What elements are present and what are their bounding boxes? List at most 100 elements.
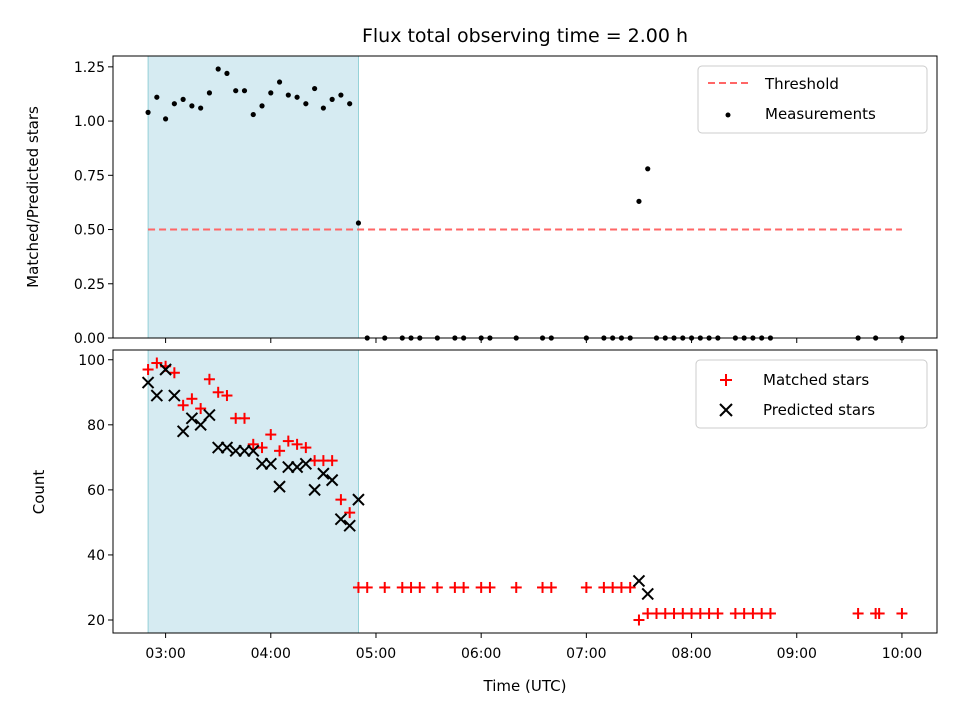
- measurement-point: [285, 92, 291, 98]
- predicted-star-point: [264, 457, 277, 471]
- predicted-star-point: [141, 376, 155, 389]
- lower-legend-box: [695, 359, 928, 429]
- matched-star-point: [624, 581, 636, 593]
- matched-star-point: [282, 435, 294, 447]
- matched-star-point: [361, 581, 373, 593]
- legend-predicted-swatch: [719, 403, 733, 417]
- measurement-point: [145, 109, 151, 115]
- matched-star-point: [212, 386, 224, 398]
- y-tick-label: 0.00: [74, 331, 105, 347]
- y-tick-label: 80: [87, 418, 105, 434]
- lower-series-layer: [141, 357, 908, 626]
- matched-star-point: [545, 581, 557, 593]
- matched-star-point: [247, 438, 259, 450]
- measurement-point: [312, 85, 318, 92]
- measurement-point: [250, 111, 256, 118]
- predicted-star-point: [343, 519, 356, 532]
- measurement-point: [636, 198, 642, 204]
- matched-star-point: [238, 412, 250, 424]
- predicted-star-point: [247, 444, 260, 458]
- legend-predicted-label: Predicted stars: [763, 401, 875, 419]
- predicted-star-point: [308, 483, 321, 497]
- matched-star-point: [221, 390, 233, 402]
- measurement-point: [154, 94, 160, 100]
- upper-series-layer: [145, 66, 905, 341]
- x-tick-label: 08:00: [671, 646, 711, 662]
- predicted-star-point: [334, 512, 348, 526]
- matched-star-point: [712, 607, 724, 619]
- upper-x-ticks: [165, 338, 903, 343]
- matched-star-point: [431, 581, 443, 593]
- x-axis-label: Time (UTC): [483, 677, 567, 695]
- matched-star-point: [484, 581, 496, 593]
- measurement-point: [198, 105, 204, 111]
- measurement-point: [338, 92, 344, 98]
- matched-star-point: [256, 442, 268, 454]
- lower-axes-frame: [112, 349, 938, 634]
- measurement-point: [268, 90, 274, 96]
- y-tick-label: 1.25: [74, 60, 105, 76]
- upper-panel: 0.00 0.25 0.50 0.75 1.00 1.25 Flux total obse…: [24, 25, 938, 347]
- x-tick-label: 03:00: [145, 646, 185, 662]
- lower-y-axis-label: Count: [30, 470, 48, 515]
- chart-title: Flux total observing time = 2.00 h: [362, 25, 688, 47]
- measurement-point: [241, 88, 248, 94]
- predicted-star-point: [641, 587, 654, 601]
- predicted-star-point: [211, 441, 225, 454]
- predicted-star-point: [159, 363, 172, 376]
- legend-threshold-label: Threshold: [764, 75, 839, 93]
- predicted-star-point: [194, 418, 207, 432]
- upper-legend: Threshold Measurements: [697, 65, 928, 134]
- measurement-point: [320, 105, 326, 111]
- observing-window-span: [147, 55, 359, 339]
- measurement-point: [180, 96, 186, 102]
- matched-star-point: [764, 607, 776, 619]
- matched-star-point: [633, 614, 645, 626]
- legend-measurements-swatch: [725, 112, 731, 118]
- matched-star-point: [168, 367, 180, 379]
- matched-star-point: [458, 581, 470, 593]
- predicted-star-point: [290, 460, 304, 474]
- y-tick-label: 20: [87, 613, 105, 629]
- predicted-star-point: [352, 493, 365, 506]
- matched-star-point: [195, 403, 207, 415]
- matched-star-point: [326, 455, 338, 467]
- y-tick-label: 100: [78, 353, 105, 369]
- matched-star-point: [177, 399, 189, 411]
- predicted-star-point: [176, 425, 190, 438]
- predicted-star-point: [150, 389, 164, 402]
- upper-y-axis-label: Matched/Predicted stars: [24, 106, 42, 288]
- predicted-star-point: [317, 467, 330, 480]
- predicted-star-point: [632, 574, 646, 588]
- matched-star-point: [852, 607, 864, 619]
- x-tick-label: 04:00: [251, 646, 291, 662]
- upper-axes-frame: [112, 55, 938, 339]
- measurement-point: [233, 88, 239, 94]
- predicted-star-point: [220, 441, 234, 454]
- predicted-star-point: [203, 408, 216, 422]
- measurement-point: [189, 103, 195, 109]
- x-tick-label: 05:00: [356, 646, 396, 662]
- x-tick-label: 10:00: [882, 646, 922, 662]
- lower-x-ticks: 03:00 04:00 05:00 06:00 07:00 08:00 09:00 10:00: [145, 633, 922, 662]
- y-tick-label: 1.00: [74, 114, 105, 130]
- matched-star-point: [335, 494, 347, 506]
- measurement-point: [224, 70, 230, 76]
- measurement-point: [294, 94, 300, 100]
- matched-star-point: [186, 393, 198, 405]
- matched-star-point: [265, 429, 277, 441]
- measurement-point: [355, 220, 362, 226]
- measurement-point: [329, 96, 335, 102]
- measurement-point: [276, 79, 283, 85]
- predicted-star-point: [185, 412, 199, 425]
- predicted-star-point: [273, 480, 286, 493]
- matched-star-point: [379, 581, 391, 593]
- y-tick-label: 40: [87, 548, 105, 564]
- predicted-star-point: [238, 444, 251, 458]
- x-tick-label: 06:00: [461, 646, 501, 662]
- legend-matched-swatch: [720, 374, 732, 386]
- matched-star-point: [580, 581, 592, 593]
- predicted-star-point: [168, 389, 181, 402]
- matched-star-point: [274, 445, 286, 457]
